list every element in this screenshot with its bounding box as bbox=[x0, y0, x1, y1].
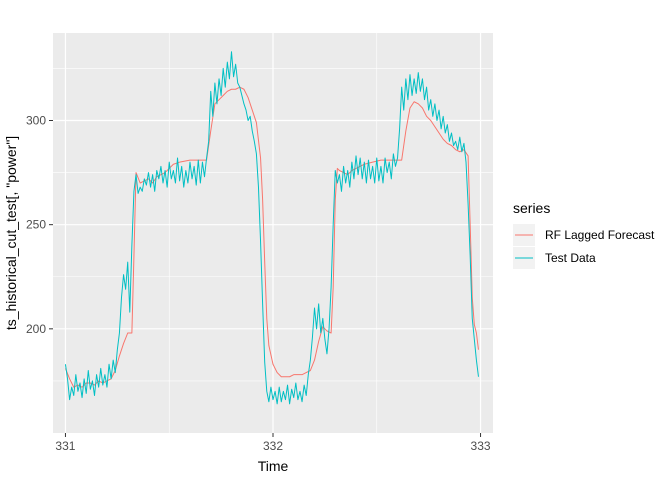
series-layer bbox=[64, 51, 479, 405]
x-axis-title: Time bbox=[258, 458, 289, 474]
y-axis: 200 250 300 bbox=[26, 114, 53, 336]
x-tick-label: 331 bbox=[55, 439, 75, 453]
x-tick-label: 332 bbox=[263, 439, 283, 453]
x-tick-label: 333 bbox=[471, 439, 491, 453]
y-axis-title: ts_historical_cut_test[, "power"] bbox=[3, 136, 19, 330]
y-tick-label: 200 bbox=[26, 322, 46, 336]
legend-label: Test Data bbox=[545, 251, 596, 265]
y-tick-label: 300 bbox=[26, 114, 46, 128]
series-line-0 bbox=[64, 86, 479, 388]
series-line-1 bbox=[64, 51, 479, 405]
x-axis: 331 332 333 bbox=[55, 433, 491, 453]
legend-title: series bbox=[513, 200, 550, 216]
legend-items: RF Lagged Forecast Test Data bbox=[513, 224, 655, 269]
legend-label: RF Lagged Forecast bbox=[545, 228, 655, 242]
y-tick-label: 250 bbox=[26, 218, 46, 232]
legend: series RF Lagged Forecast Test Data bbox=[513, 200, 655, 269]
